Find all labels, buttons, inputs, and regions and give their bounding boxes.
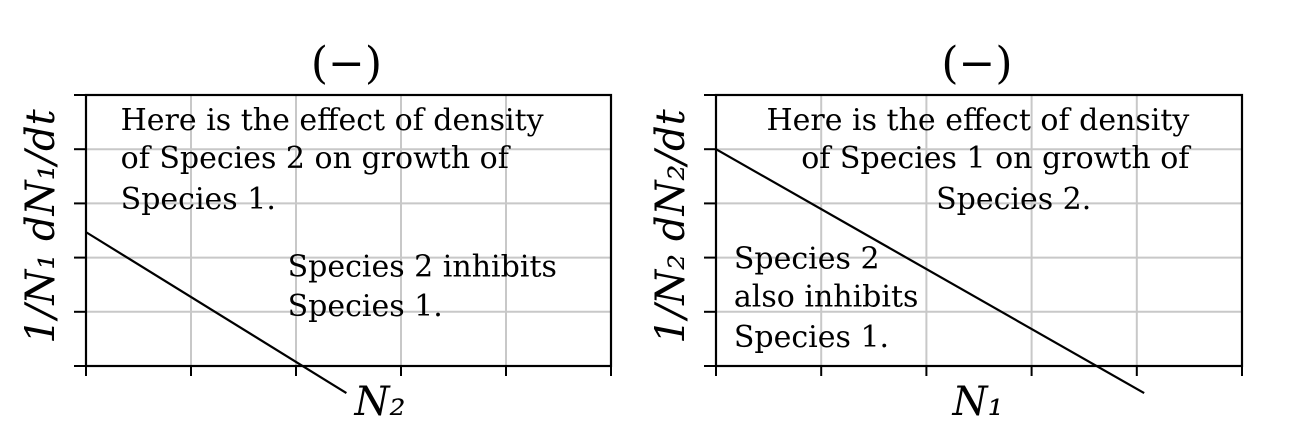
- plot-frame: [84, 93, 613, 368]
- plot-frame: [714, 93, 1244, 368]
- y-axis-label: 1/N₂ dN₂/dt: [648, 108, 694, 343]
- chart-title: (−): [941, 38, 1012, 89]
- annotation-text: Here is the effect of density: [121, 103, 544, 138]
- x-axis-label: N₂: [353, 379, 405, 425]
- chart-panel-1: (−) N₂ 1/N₁ dN₁/dt Here is the effect of de…: [18, 38, 613, 425]
- annotation-text: Species 1.: [288, 289, 443, 324]
- y-axis-label: 1/N₁ dN₁/dt: [18, 108, 64, 343]
- annotation-text: of Species 2 on growth of: [121, 141, 511, 176]
- chart-title: (−): [311, 38, 382, 89]
- chart-panel-2: (−) N₁ 1/N₂ dN₂/dt Here is the effect of de…: [648, 38, 1244, 425]
- annotation-text: Species 2 inhibits: [288, 250, 557, 285]
- series-line: [715, 148, 1145, 395]
- annotation-text: Species 1.: [734, 320, 889, 355]
- annotation-text: also inhibits: [734, 279, 919, 314]
- x-axis-label: N₁: [951, 379, 1003, 425]
- annotation-text: Species 2: [734, 241, 880, 276]
- annotation-text: Species 1.: [121, 182, 276, 217]
- series-line: [85, 231, 347, 395]
- annotation-text: of Species 1 on growth of: [801, 141, 1191, 176]
- annotation-text: Species 2.: [936, 182, 1091, 217]
- annotation-text: Here is the effect of density: [766, 103, 1189, 138]
